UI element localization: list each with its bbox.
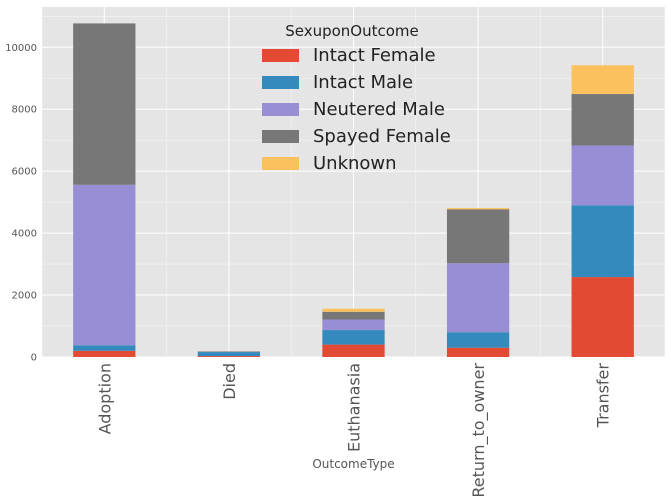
bar-intact-male-transfer [571, 205, 634, 278]
x-tick-label: Return_to_owner [469, 363, 489, 498]
legend-entry: Unknown [313, 153, 397, 174]
bar-neutered-male-adoption [73, 184, 136, 346]
bar-intact-female-adoption [73, 350, 136, 357]
legend-title: SexuponOutcome [285, 22, 419, 40]
legend-swatch [262, 76, 299, 89]
bar-intact-male-return_to_owner [446, 332, 510, 348]
bar-spayed-female-return_to_owner [446, 209, 510, 264]
x-tick-label: Died [220, 363, 239, 400]
bar-intact-male-euthanasia [322, 330, 385, 345]
bar-intact-female-transfer [571, 277, 634, 357]
y-tick-label: 10000 [5, 43, 37, 54]
y-tick-label: 8000 [12, 105, 37, 116]
legend-swatch [262, 103, 299, 116]
bar-intact-female-died [197, 356, 261, 357]
bar-spayed-female-euthanasia [322, 311, 385, 320]
bar-unknown-euthanasia [322, 308, 385, 312]
bar-neutered-male-euthanasia [322, 319, 385, 331]
legend-entry: Spayed Female [313, 126, 451, 147]
bar-spayed-female-transfer [571, 94, 634, 146]
bars [73, 23, 634, 357]
y-tick-label: 6000 [12, 167, 37, 178]
y-tick-label: 4000 [12, 229, 37, 240]
y-axis-ticks: 0 2000 4000 6000 8000 10000 [5, 43, 37, 364]
bar-intact-male-adoption [73, 345, 136, 351]
x-tick-label: Euthanasia [345, 363, 364, 452]
x-tick-label: Adoption [95, 363, 114, 434]
bar-intact-female-euthanasia [322, 344, 385, 357]
x-axis-label: OutcomeType [312, 457, 394, 471]
legend-swatch [262, 130, 299, 143]
legend-swatch [262, 49, 299, 62]
bar-spayed-female-adoption [73, 23, 136, 185]
legend: SexuponOutcome Intact Female Intact Male N… [262, 22, 451, 174]
legend-entry: Neutered Male [313, 99, 445, 120]
bar-intact-female-return_to_owner [446, 347, 510, 357]
legend-entry: Intact Male [313, 72, 413, 93]
bar-unknown-transfer [571, 65, 634, 95]
bar-unknown-return_to_owner [446, 208, 510, 210]
legend-entry: Intact Female [313, 45, 436, 66]
x-axis-ticks: Adoption Died Euthanasia Return_to_owner Tra… [95, 363, 612, 498]
y-tick-label: 0 [31, 353, 37, 364]
bar-neutered-male-return_to_owner [446, 263, 510, 333]
bar-neutered-male-transfer [571, 145, 634, 206]
bar-intact-male-died [197, 352, 261, 357]
legend-swatch [262, 157, 299, 170]
y-tick-label: 2000 [12, 291, 37, 302]
x-tick-label: Transfer [594, 363, 613, 429]
